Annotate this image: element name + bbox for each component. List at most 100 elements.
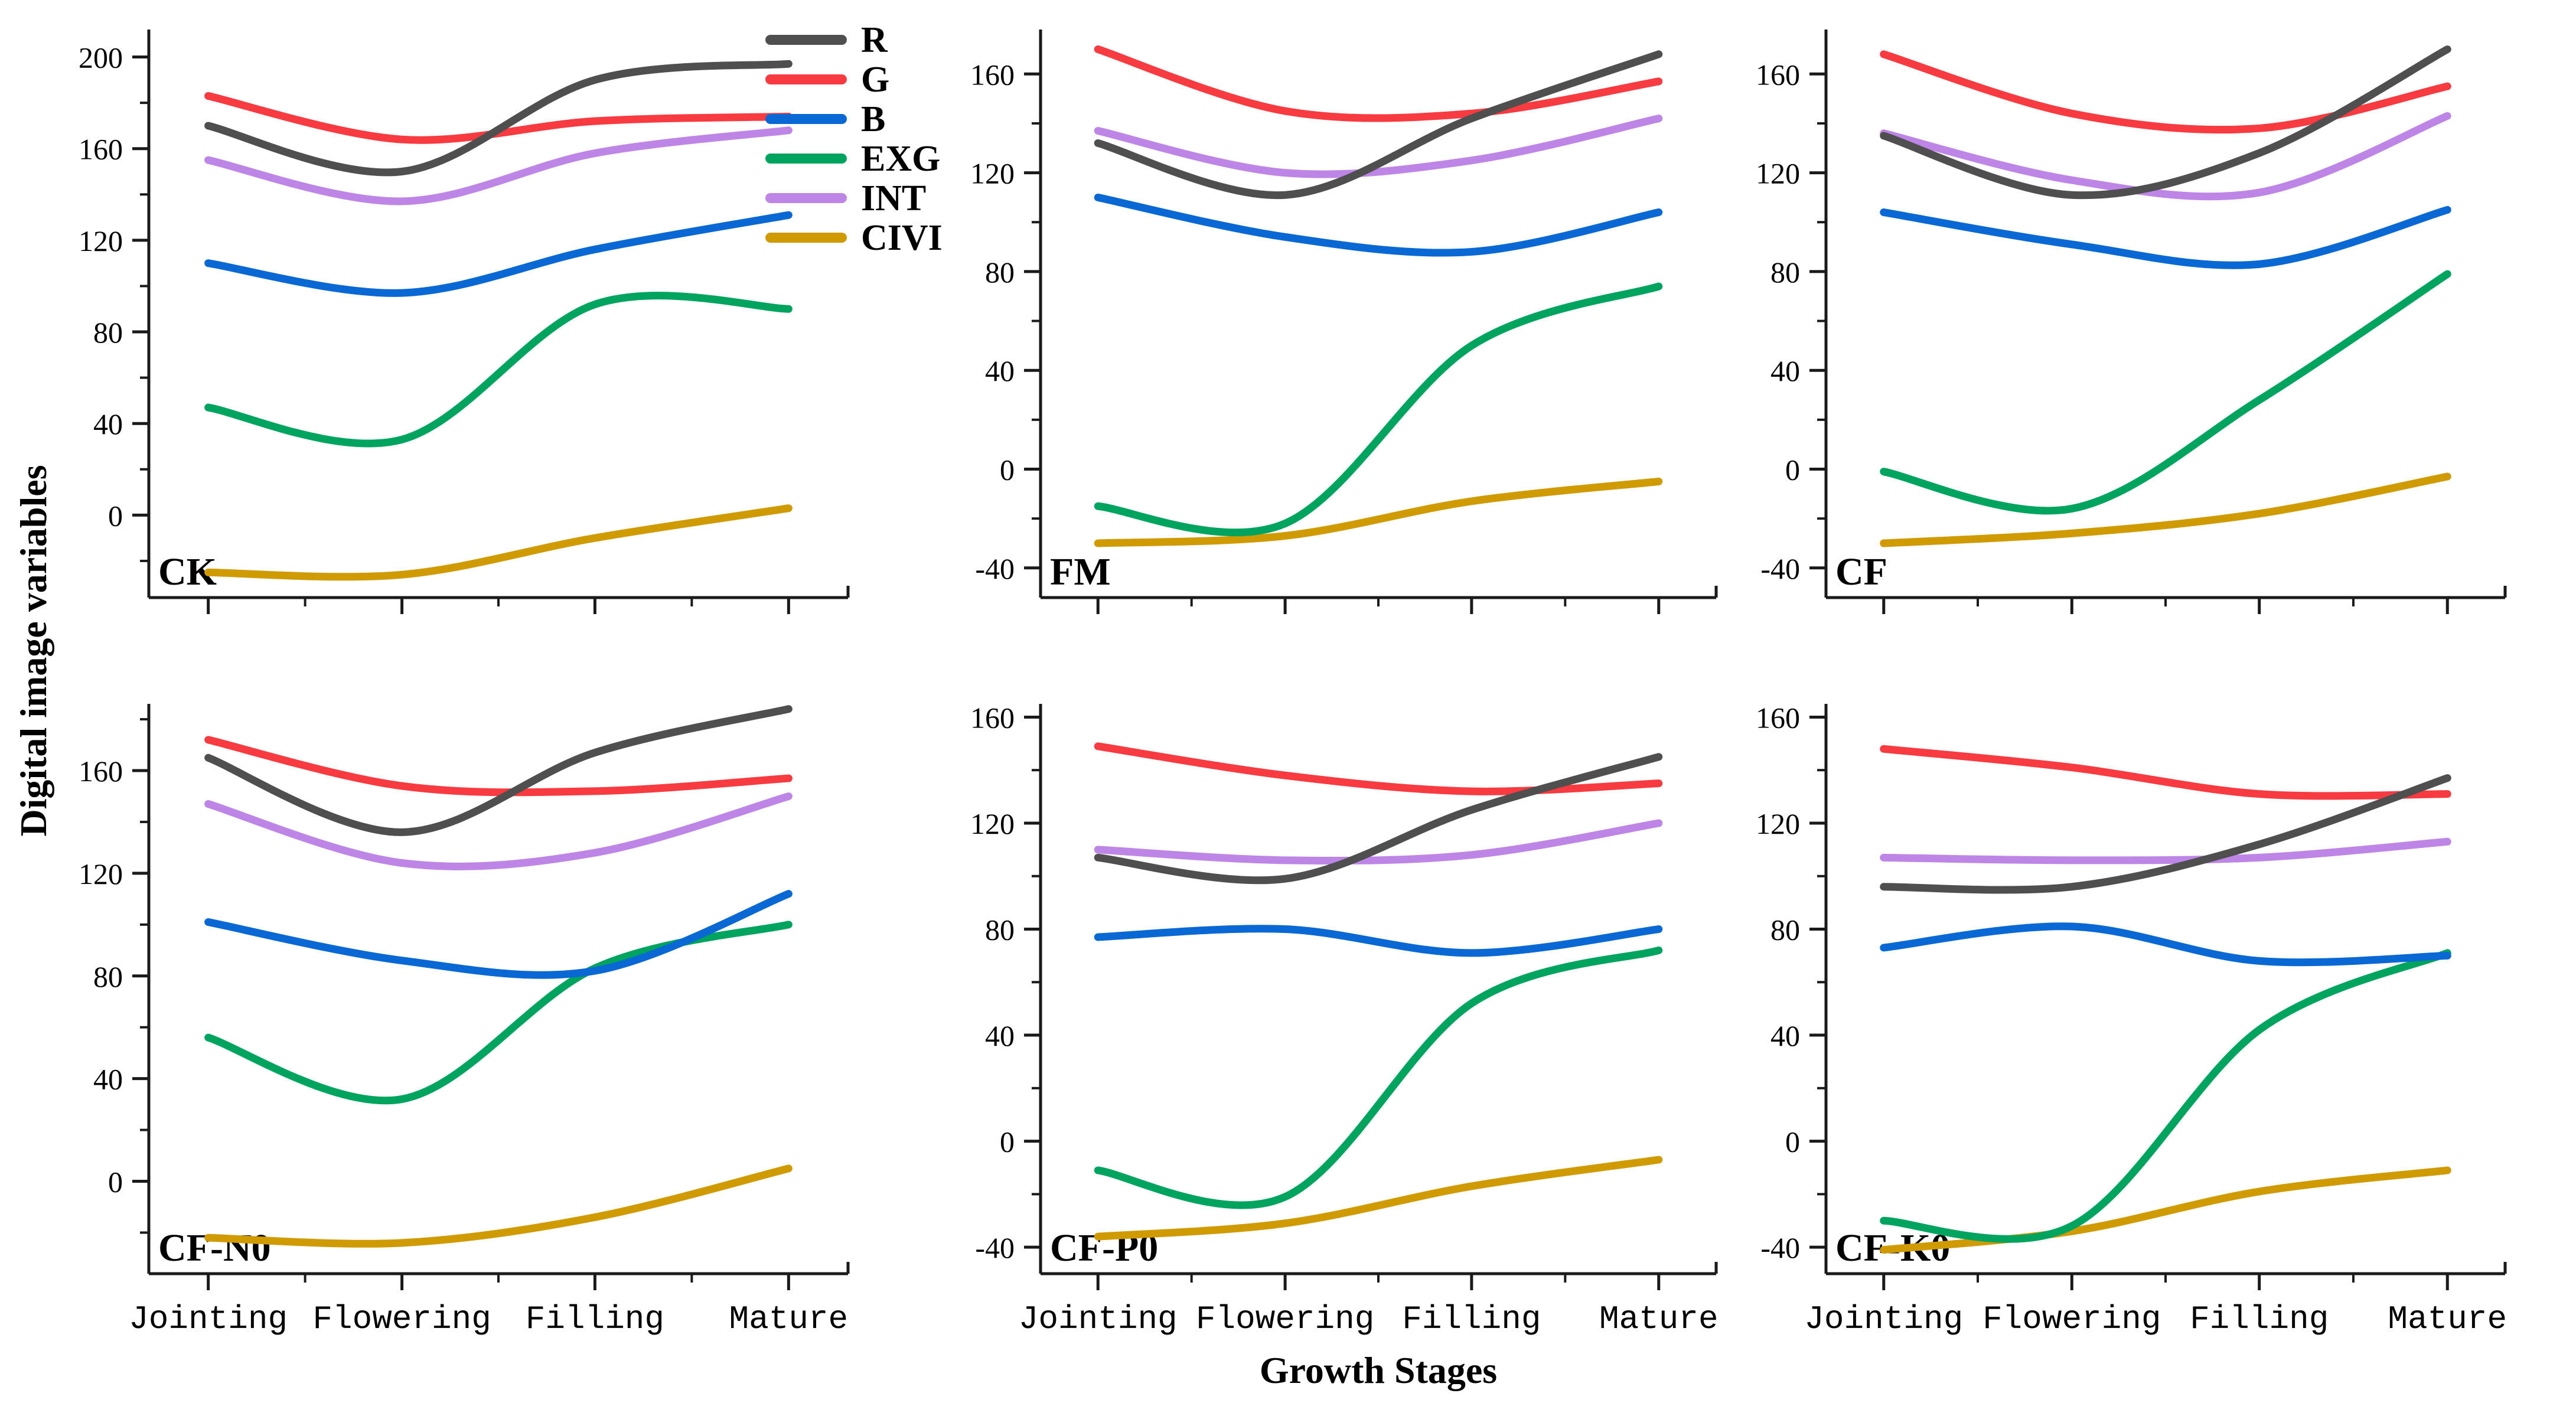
legend-label-G: G bbox=[861, 59, 890, 100]
y-tick-label: -40 bbox=[975, 1231, 1015, 1264]
curve-CF-N0-INT bbox=[204, 792, 793, 870]
y-tick-label: 160 bbox=[79, 133, 123, 166]
y-tick-label: 0 bbox=[1000, 453, 1015, 487]
legend-item-R: R bbox=[765, 20, 943, 60]
curve-CF-R bbox=[1880, 45, 2451, 200]
legend-label-R: R bbox=[861, 19, 888, 60]
y-tick-label: 80 bbox=[985, 913, 1015, 947]
legend: R G B EXG INT CIVI bbox=[765, 20, 943, 257]
x-tick-label: Filling bbox=[526, 1300, 664, 1338]
y-tick-label: 40 bbox=[93, 407, 123, 441]
x-tick-label: Flowering bbox=[1196, 1300, 1374, 1338]
y-tick-label: 0 bbox=[108, 499, 123, 532]
y-tick-label: 0 bbox=[108, 1166, 123, 1199]
curve-CF-EXG bbox=[1880, 270, 2451, 515]
x-tick-label: Jointing bbox=[1019, 1300, 1178, 1338]
y-tick-label: 80 bbox=[1770, 913, 1800, 947]
curve-CF-B bbox=[1880, 205, 2451, 269]
panel-FM: -40 0 40 80 120 160 FM bbox=[970, 30, 1718, 614]
legend-swatch-G bbox=[765, 74, 847, 84]
curve-CK-INT bbox=[204, 126, 793, 205]
y-tick-label: -40 bbox=[1760, 552, 1800, 585]
legend-item-CIVI: CIVI bbox=[765, 218, 943, 257]
curve-CK-CIVI bbox=[204, 504, 793, 581]
x-tick-label: Mature bbox=[1599, 1300, 1719, 1338]
curve-CF-K0-B bbox=[1880, 922, 2451, 967]
x-axis-title: Growth Stages bbox=[1259, 1349, 1498, 1391]
legend-item-EXG: EXG bbox=[765, 139, 943, 178]
curve-FM-EXG bbox=[1094, 282, 1663, 537]
curve-CF-CIVI bbox=[1880, 472, 2451, 547]
curve-CF-N0-R bbox=[204, 705, 793, 836]
curve-FM-B bbox=[1094, 193, 1663, 257]
legend-item-INT: INT bbox=[765, 178, 943, 218]
panel-label: CF-N0 bbox=[158, 1226, 271, 1270]
legend-swatch-CIVI bbox=[765, 233, 847, 243]
legend-swatch-R bbox=[765, 35, 847, 45]
y-tick-label: 0 bbox=[1000, 1125, 1015, 1159]
legend-label-INT: INT bbox=[861, 178, 927, 218]
x-tick-label: Flowering bbox=[312, 1300, 491, 1338]
legend-label-EXG: EXG bbox=[861, 138, 941, 179]
y-tick-label: 40 bbox=[985, 1019, 1015, 1052]
curve-CF-N0-G bbox=[204, 736, 793, 797]
x-tick-label: Filling bbox=[1402, 1300, 1541, 1338]
y-tick-label: 120 bbox=[79, 224, 123, 257]
y-tick-label: 120 bbox=[1756, 157, 1800, 190]
curve-FM-R bbox=[1094, 50, 1663, 200]
curve-CF-N0-CIVI bbox=[204, 1164, 793, 1248]
y-tick-label: 160 bbox=[1756, 58, 1800, 91]
curve-CK-B bbox=[204, 211, 793, 297]
curve-CF-K0-EXG bbox=[1880, 949, 2451, 1243]
y-tick-label: 0 bbox=[1785, 1125, 1800, 1159]
panel-CF: -40 0 40 80 120 160 CF bbox=[1756, 30, 2507, 614]
y-tick-label: 160 bbox=[970, 701, 1015, 734]
y-tick-label: 200 bbox=[79, 41, 123, 74]
curve-CF-P0-B bbox=[1094, 925, 1663, 957]
x-tick-label: Jointing bbox=[129, 1300, 288, 1338]
y-tick-label: 80 bbox=[985, 256, 1015, 289]
y-tick-label: 160 bbox=[1756, 701, 1800, 734]
y-tick-label: 120 bbox=[79, 857, 123, 890]
y-tick-label: 40 bbox=[1770, 354, 1800, 387]
y-tick-label: 80 bbox=[93, 316, 123, 349]
curve-FM-CIVI bbox=[1094, 477, 1663, 547]
curve-CF-P0-R bbox=[1094, 753, 1663, 885]
curve-CF-K0-R bbox=[1880, 774, 2451, 894]
panel-CF-P0: -40 0 40 80 120 160 Jointing Flowering Filling Ma… bbox=[970, 701, 1719, 1338]
panel-CF-K0: -40 0 40 80 120 160 Jointing Flowering Filling Ma… bbox=[1756, 701, 2507, 1338]
y-tick-label: 0 bbox=[1785, 453, 1800, 487]
curve-CF-P0-CIVI bbox=[1094, 1156, 1663, 1241]
panel-label: CF bbox=[1835, 550, 1887, 593]
x-tick-label: Jointing bbox=[1804, 1300, 1963, 1338]
x-tick-label: Filling bbox=[2190, 1300, 2329, 1338]
curve-CF-N0-B bbox=[204, 890, 793, 979]
y-tick-label: 160 bbox=[79, 755, 123, 788]
legend-swatch-EXG bbox=[765, 154, 847, 164]
curve-CF-N0-EXG bbox=[204, 921, 793, 1105]
x-tick-label: Mature bbox=[729, 1300, 849, 1338]
y-tick-label: -40 bbox=[1760, 1231, 1800, 1264]
y-tick-label: 40 bbox=[1770, 1019, 1800, 1052]
curve-CF-K0-G bbox=[1880, 745, 2451, 800]
legend-label-B: B bbox=[861, 99, 886, 139]
legend-item-B: B bbox=[765, 99, 943, 139]
curve-CF-P0-INT bbox=[1094, 819, 1663, 865]
curve-FM-G bbox=[1094, 45, 1663, 122]
y-tick-label: 40 bbox=[93, 1063, 123, 1096]
curve-CF-G bbox=[1880, 50, 2451, 134]
y-tick-label: 80 bbox=[93, 960, 123, 993]
legend-item-G: G bbox=[765, 60, 943, 99]
curve-CF-INT bbox=[1880, 112, 2451, 201]
legend-swatch-INT bbox=[765, 193, 847, 203]
x-tick-label: Flowering bbox=[1982, 1300, 2161, 1338]
y-tick-label: 120 bbox=[970, 807, 1015, 840]
curve-CK-EXG bbox=[204, 292, 793, 448]
y-tick-label: 120 bbox=[970, 157, 1015, 190]
panel-label: FM bbox=[1050, 550, 1111, 593]
curve-CF-P0-G bbox=[1094, 742, 1663, 795]
curve-CK-R bbox=[204, 60, 793, 177]
